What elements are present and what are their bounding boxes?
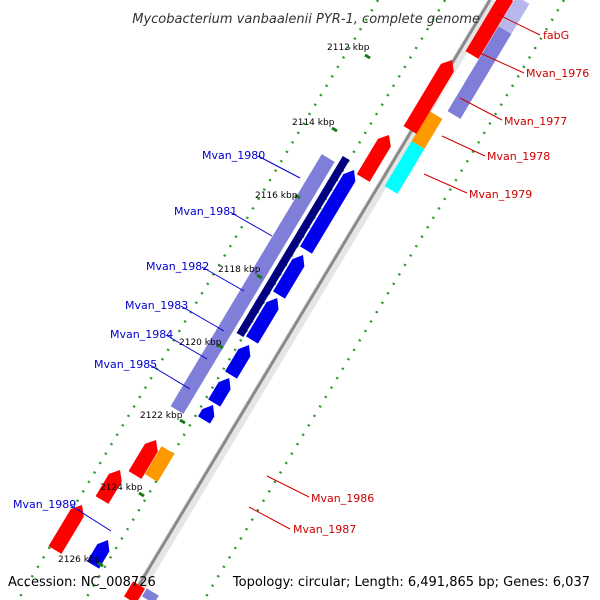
kbp-tick-mark (138, 491, 145, 498)
leader-line (165, 334, 208, 360)
gene-red-d[interactable] (95, 470, 122, 504)
gene-label-right[interactable]: Mvan_1979 (469, 188, 532, 201)
dotted-tracks (16, 0, 566, 600)
gene-mvan-1982[interactable] (273, 255, 305, 299)
gene-mvan-1977[interactable] (411, 111, 443, 149)
leader-line (257, 155, 301, 179)
kbp-tick-label: 2116 kbp (255, 191, 298, 201)
gene-labels: Mvan_1980 Mvan_1981 Mvan_1982 Mvan_1983 Mvan… (13, 13, 589, 536)
kbp-tick-mark (97, 561, 104, 568)
kbp-tick-mark (179, 418, 186, 425)
kbp-tick-mark (364, 53, 371, 60)
gene-red-a[interactable] (403, 60, 454, 134)
topology-summary: Topology: circular; Length: 6,491,865 bp… (232, 575, 590, 590)
gene-mvan-1980-dark[interactable] (236, 155, 350, 338)
kbp-tick-mark (217, 343, 224, 350)
leader-line (266, 475, 310, 498)
gene-mvan-1984[interactable] (225, 345, 251, 379)
gene-label-left[interactable]: Mvan_1989 (13, 498, 76, 511)
gene-label-left[interactable]: Mvan_1985 (94, 358, 157, 371)
leader-line (180, 305, 225, 332)
kbp-tick-label: 2118 kbp (218, 265, 261, 275)
gene-label-right[interactable]: Mvan_1987 (293, 523, 356, 536)
kbp-tick-label: 2112 kbp (327, 43, 370, 53)
gene-mvan-1980-purple[interactable] (170, 154, 335, 414)
accession-text: Accession: NC_008726 (8, 575, 156, 590)
kbp-tick-label: 2120 kbp (179, 338, 222, 348)
leader-line (479, 52, 525, 74)
leader-line (459, 97, 503, 121)
kbp-tick-label: 2124 kbp (100, 483, 143, 493)
leader-line (441, 135, 486, 157)
gene-mvan-1983[interactable] (246, 298, 279, 344)
gene-features (48, 0, 530, 600)
gene-mvan-1976b[interactable] (498, 0, 530, 34)
gene-mvan-1979[interactable] (384, 141, 425, 194)
leader-line (423, 173, 468, 194)
gene-label-right[interactable]: Mvan_1976 (526, 67, 589, 80)
gene-mvan-1989[interactable] (87, 540, 110, 569)
gene-label-left[interactable]: Mvan_1980 (202, 149, 265, 162)
kbp-tick-label: 2122 kbp (140, 411, 183, 421)
gene-mvan-1981[interactable] (300, 170, 356, 254)
gene-mvan-1985[interactable] (208, 378, 231, 407)
gene-label-left[interactable]: Mvan_1982 (146, 260, 209, 273)
gene-label-right[interactable]: Mvan_1977 (504, 115, 567, 128)
gene-label-left[interactable]: Mvan_1984 (110, 328, 173, 341)
leader-line (248, 506, 291, 530)
kbp-tick-label: 2114 kbp (292, 118, 335, 128)
gene-mvan-1986[interactable] (144, 446, 175, 482)
leader-line (149, 364, 191, 390)
map-title: Mycobacterium vanbaalenii PYR-1, complet… (132, 12, 480, 27)
leader-line (229, 211, 273, 237)
gene-label-right[interactable]: fabG (543, 29, 569, 42)
gene-red-b[interactable] (356, 135, 391, 182)
kbp-tick-label: 2126 kbp (58, 555, 101, 565)
gene-fabg[interactable] (465, 0, 513, 59)
kbp-tick-mark (294, 193, 301, 200)
gene-label-left[interactable]: Mvan_1981 (174, 205, 237, 218)
gene-bottom-purple[interactable] (142, 588, 159, 600)
kbp-tick-mark (256, 273, 263, 280)
leader-line (201, 266, 245, 292)
gene-bottom-red[interactable] (124, 581, 145, 600)
gene-label-left[interactable]: Mvan_1983 (125, 299, 188, 312)
gene-mvan-1987[interactable] (48, 505, 84, 554)
kbp-tick-mark (331, 126, 338, 133)
gene-mvan-1976[interactable] (447, 26, 512, 119)
gene-blue-bottom[interactable] (198, 405, 215, 424)
leader-line (69, 504, 112, 532)
gene-red-c[interactable] (128, 440, 158, 479)
gene-label-right[interactable]: Mvan_1986 (311, 492, 374, 505)
leader-line (496, 13, 541, 36)
kbp-ticks: 2112 kbp 2114 kbp 2116 kbp 2118 kbp 2120 kbp… (58, 43, 371, 568)
gene-label-right[interactable]: Mvan_1978 (487, 150, 550, 163)
